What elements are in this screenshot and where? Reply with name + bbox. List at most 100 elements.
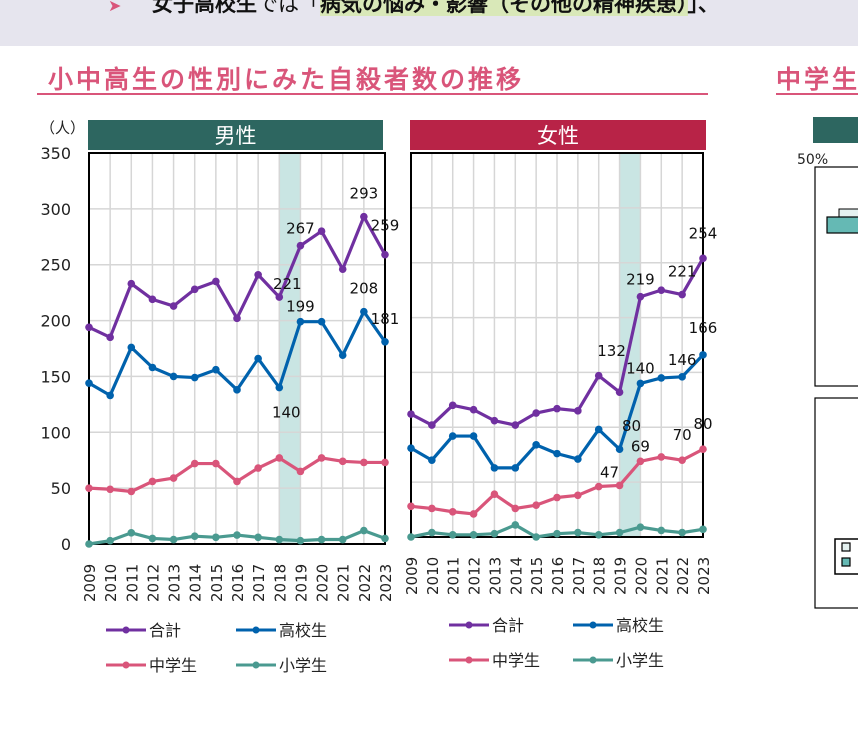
data-point-elementary [678, 528, 686, 537]
data-point-elementary [127, 529, 136, 537]
data-point-high [699, 351, 707, 359]
y-tick-label: 150 [40, 367, 71, 386]
data-point-total [469, 405, 478, 414]
data-point-middle [428, 504, 436, 513]
x-tick-label: 2015 [208, 564, 226, 602]
data-point-high [594, 425, 603, 434]
data-point-total [574, 407, 582, 415]
right-legend-box [834, 538, 858, 575]
data-point-high [448, 432, 457, 440]
data-point-total [381, 250, 389, 259]
data-point-middle [296, 467, 305, 476]
right-partial-chart: 50% [797, 117, 858, 609]
data-label: 80 [622, 417, 641, 435]
data-point-high [678, 373, 686, 381]
data-point-middle [381, 458, 389, 467]
data-point-elementary [407, 533, 415, 541]
data-label: 267 [286, 220, 315, 238]
data-point-middle [148, 477, 157, 486]
banner-prefix: 女子高校生 [152, 0, 257, 16]
data-point-total [490, 416, 499, 425]
data-point-high [190, 373, 199, 382]
data-point-total [212, 277, 220, 286]
data-point-middle [254, 464, 262, 472]
data-point-elementary [490, 529, 499, 538]
data-label: 221 [273, 275, 302, 293]
x-tick-label: 2010 [102, 564, 120, 602]
legend-label-total: 合計 [149, 621, 181, 640]
data-point-middle [233, 477, 241, 486]
right-legend-swatch-light [841, 542, 851, 552]
data-point-middle [594, 482, 603, 491]
right-legend-swatch-teal [841, 557, 851, 567]
data-point-total [699, 254, 707, 263]
data-label: 199 [286, 298, 315, 316]
top-banner: ➤ 女子高校生では「病気の悩み・影響（その他の精神疾患）」、 [0, 0, 858, 46]
legend-marker-elementary [252, 661, 260, 669]
data-point-total [85, 323, 93, 332]
data-point-total [407, 410, 415, 418]
data-point-elementary [553, 529, 561, 538]
data-point-middle [574, 491, 582, 500]
legend-label-high: 高校生 [616, 616, 664, 635]
data-point-high [148, 363, 157, 372]
data-point-middle [106, 485, 114, 494]
data-point-middle [553, 493, 561, 502]
data-label: 254 [689, 224, 718, 242]
x-tick-label: 2021 [653, 557, 671, 595]
banner-text: 女子高校生では「病気の悩み・影響（その他の精神疾患）」、 [152, 0, 719, 18]
data-point-elementary [699, 525, 707, 534]
data-point-total [190, 285, 199, 294]
y-axis-unit: （人） [40, 119, 85, 137]
data-point-middle [275, 454, 284, 462]
data-point-middle [212, 459, 220, 468]
legend-marker-middle [465, 656, 473, 664]
data-point-total [106, 333, 114, 342]
data-point-total [169, 302, 178, 310]
data-point-middle [511, 504, 520, 513]
data-point-middle [469, 510, 478, 518]
data-point-middle [448, 507, 457, 516]
right-chart-header [813, 117, 858, 143]
right-bar-teal [826, 216, 858, 234]
right-title-underline [776, 93, 858, 95]
data-point-high [407, 444, 415, 452]
legend-marker-high [252, 626, 260, 634]
data-point-elementary [360, 526, 368, 535]
legend-label-total: 合計 [492, 616, 524, 635]
data-point-total [678, 290, 686, 299]
data-label: 208 [350, 280, 379, 298]
data-point-elementary [275, 535, 284, 544]
legend-marker-middle [122, 661, 130, 669]
data-point-high [127, 343, 136, 352]
legend-marker-total [465, 621, 473, 629]
x-tick-label: 2021 [335, 564, 353, 602]
data-point-high [532, 441, 540, 449]
data-point-total [127, 279, 136, 288]
x-tick-label: 2022 [356, 564, 374, 602]
data-label: 80 [693, 415, 712, 433]
data-point-elementary [233, 531, 241, 539]
right-plot-frame-top [814, 166, 858, 387]
data-label: 132 [597, 342, 626, 360]
x-tick-label: 2020 [632, 557, 650, 595]
data-point-high [296, 317, 305, 326]
data-point-middle [338, 457, 347, 466]
data-point-high [511, 464, 520, 472]
y-tick-label: 350 [40, 144, 71, 163]
data-point-high [574, 455, 582, 463]
x-tick-label: 2012 [144, 564, 162, 602]
data-label: 166 [689, 319, 718, 337]
right-section-title: 中学生 [776, 65, 858, 94]
data-point-high [615, 445, 624, 454]
data-label: 69 [631, 437, 650, 455]
y-tick-label: 50 [51, 479, 71, 498]
legend-label-middle: 中学生 [492, 651, 540, 670]
x-tick-label: 2011 [445, 557, 463, 595]
data-point-total [532, 409, 540, 417]
data-point-elementary [338, 535, 347, 544]
data-point-elementary [212, 533, 220, 542]
plot-frame [88, 152, 386, 545]
data-point-elementary [106, 536, 114, 545]
